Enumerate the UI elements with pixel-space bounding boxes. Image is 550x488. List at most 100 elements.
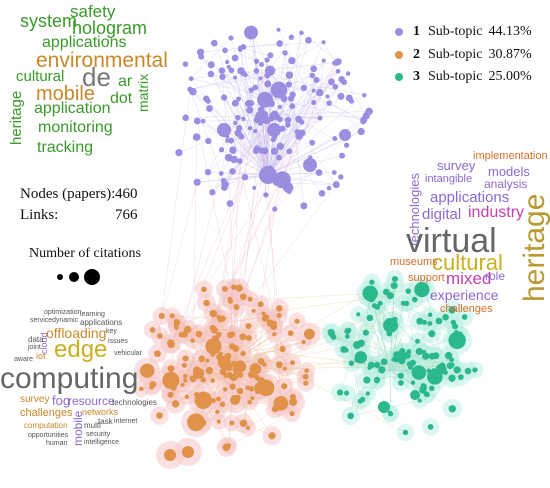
subtopic-1-node [315,169,323,176]
subtopic-3-node [362,285,378,301]
subtopic-3-node [357,398,363,404]
subtopic-1-node [331,170,337,175]
network-edge [240,70,365,96]
subtopic-2-node [225,363,233,372]
subtopic-1-node [321,40,326,45]
subtopic-3-node [414,281,430,298]
subtopic-3-node [416,317,424,325]
subtopic-1-node [228,35,234,41]
subtopic-1-node [273,113,281,121]
subtopic-3-node [348,360,355,366]
word-ar: ar [118,73,133,90]
subtopic-2-node [289,411,295,417]
network-edge [369,289,457,333]
word-matrix: matrix [135,73,151,112]
legend-dot-3 [395,72,403,81]
subtopic-2-node [157,333,163,339]
subtopic-2-node [278,399,286,407]
subtopic-2-node [266,319,275,327]
subtopic-3-hub-node [378,401,390,413]
subtopic-2-node [304,368,309,374]
subtopic-1-node [332,60,338,66]
word-implementation: implementation [473,150,548,162]
subtopic-1-node [259,62,265,67]
legend-number-2: 2 [413,47,420,62]
network-edge [190,75,268,90]
word-internet: internet [114,418,138,425]
subtopic-1-node [317,115,323,121]
subtopic-2-node [251,308,256,313]
subtopic-3-node [453,366,461,374]
nodes-label: Nodes (papers): [20,186,116,202]
subtopic-1-node [268,100,275,108]
subtopic-2-node [219,401,226,408]
subtopic-2-node [245,322,252,330]
network-edge [192,318,266,341]
word-security: security [86,431,111,438]
subtopic-2-node [302,373,309,380]
word-mixed: mixed [446,269,492,288]
subtopic-1-node [226,64,231,69]
subtopic-3-node [386,292,394,300]
network-edge [267,96,342,176]
subtopic-1-node [198,53,205,60]
word-vehicular: vehicular [114,350,143,357]
word-heritage: heritage [8,90,25,145]
subtopic-2-node [271,405,279,413]
subtopic-1-node [345,71,351,76]
subtopic-1-node [204,168,212,176]
network-edge [234,334,275,361]
subtopic-1-node [237,158,243,164]
network-edge [220,319,236,361]
nodes-value: 460 [115,186,138,202]
subtopic-3-node [392,355,400,363]
subtopic-3-node [369,279,375,285]
subtopic-1-node [248,87,255,93]
subtopic-2-node [195,332,201,338]
legend-number-1: 1 [413,24,420,39]
subtopic-2-node [303,380,309,386]
subtopic-3-node [457,374,464,380]
subtopic-1-node [244,25,258,40]
subtopic-1-node [311,88,316,93]
subtopic-1-node [236,125,243,132]
subtopic-3-node [366,314,374,322]
subtopic-2-node [149,384,155,390]
subtopic-2-node [189,375,197,383]
subtopic-3-node [398,380,404,386]
cross-cluster-edge [214,103,251,331]
subtopic-2-hub-node [182,446,194,458]
subtopic-1-node [264,80,272,88]
subtopic-2-node [200,377,206,383]
subtopic-1-node [210,39,218,47]
word-computation: computation [24,421,68,430]
word-applications-e: applications [80,318,123,327]
word-dot: dot [110,90,133,107]
subtopic-2-node [276,305,283,312]
network-edge [209,108,269,176]
subtopic-1-node [228,67,235,74]
subtopic-1-node [357,127,365,136]
subtopic-1-node [246,106,254,114]
subtopic-2-node [289,393,296,400]
subtopic-2-node [234,360,247,373]
subtopic-2-node [248,386,255,392]
subtopic-2-node [198,355,206,363]
network-edge [389,351,425,371]
subtopic-1-node [279,179,286,186]
subtopic-3-node [354,351,368,364]
network-edge [222,76,269,176]
network-edge [190,37,232,79]
word-aware: aware [14,356,34,363]
subtopic-1-node [288,34,295,40]
word-de: de [82,62,111,92]
subtopic-2-node [229,343,236,350]
subtopic-3-node [371,303,377,309]
word-industry: industry [468,204,525,221]
subtopic-2-node [216,353,223,361]
network-edge [238,98,269,176]
subtopic-1-node [218,147,225,153]
subtopic-2-node [216,314,221,319]
subtopic-1-node [207,70,215,78]
subtopic-3-node [427,321,433,326]
